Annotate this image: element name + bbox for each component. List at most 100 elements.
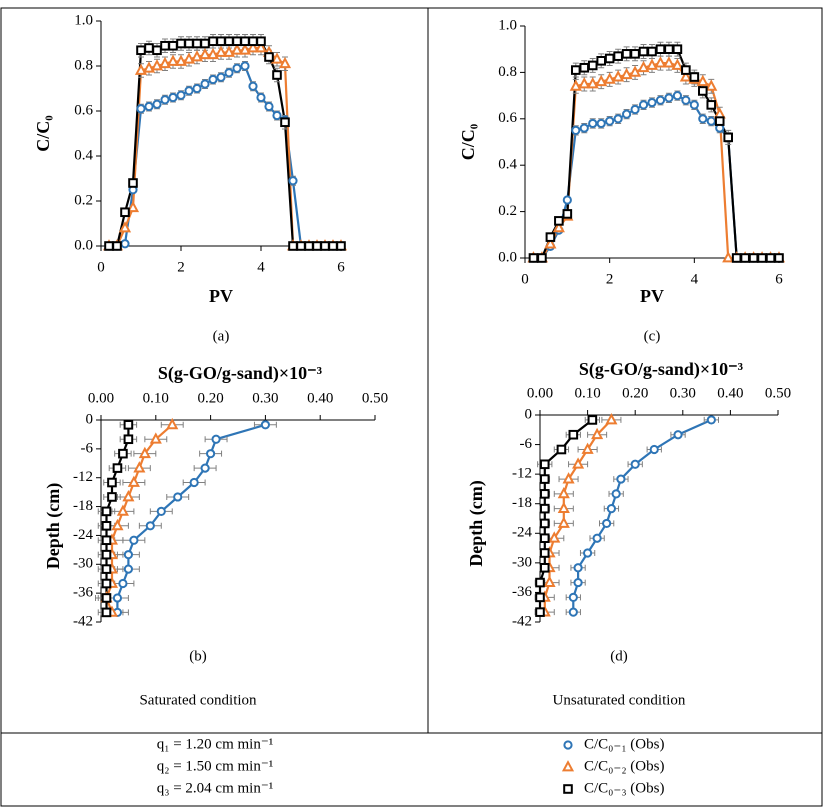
marker bbox=[166, 417, 179, 430]
marker bbox=[630, 104, 640, 115]
marker bbox=[184, 86, 194, 96]
panel-label: (d) bbox=[610, 648, 628, 664]
marker bbox=[211, 434, 221, 444]
marker bbox=[272, 110, 282, 121]
marker bbox=[190, 50, 204, 62]
marker bbox=[133, 461, 146, 473]
marker bbox=[579, 123, 589, 133]
marker bbox=[278, 56, 292, 69]
x-tick-label: 0.00 bbox=[527, 385, 553, 401]
y-tick-label: 0.4 bbox=[74, 147, 93, 163]
marker bbox=[230, 43, 244, 55]
y-tick-label: -12 bbox=[73, 469, 93, 485]
x-tick-label: 0 bbox=[97, 259, 105, 275]
y-tick-label: -36 bbox=[512, 584, 532, 600]
y-tick-label: -30 bbox=[512, 554, 532, 570]
marker bbox=[104, 241, 114, 251]
marker bbox=[621, 49, 632, 59]
y-tick-label: 0.2 bbox=[74, 192, 93, 208]
x-axis-label: S(g-GO/g-sand)×10⁻³ bbox=[579, 359, 744, 380]
marker bbox=[655, 95, 666, 105]
marker bbox=[740, 253, 750, 263]
y-axis-label: Depth (cm) bbox=[43, 483, 64, 569]
legend-label: C/C₀₋₃ (Obs) bbox=[584, 780, 664, 796]
marker bbox=[681, 95, 691, 105]
marker bbox=[270, 52, 284, 64]
marker bbox=[240, 36, 250, 47]
marker bbox=[138, 446, 151, 459]
x-tick-label: 0.50 bbox=[362, 390, 388, 406]
frame bbox=[0, 7, 823, 807]
marker bbox=[272, 70, 282, 80]
marker bbox=[637, 60, 650, 73]
marker bbox=[206, 449, 216, 459]
marker bbox=[304, 241, 314, 251]
marker bbox=[539, 562, 550, 573]
marker bbox=[698, 86, 708, 96]
x-tick-label: 2 bbox=[177, 259, 185, 275]
marker bbox=[698, 114, 708, 124]
marker bbox=[572, 457, 585, 469]
marker bbox=[123, 550, 133, 560]
marker bbox=[539, 503, 550, 514]
marker bbox=[588, 118, 598, 129]
x-tick-label: 0.40 bbox=[717, 385, 743, 401]
marker bbox=[224, 68, 234, 78]
marker bbox=[628, 65, 642, 77]
marker bbox=[123, 434, 134, 445]
marker bbox=[216, 36, 226, 47]
y-tick-label: -24 bbox=[73, 527, 93, 543]
y-tick-label: 0.8 bbox=[498, 64, 517, 80]
marker bbox=[552, 220, 565, 233]
marker bbox=[248, 81, 258, 91]
marker bbox=[296, 241, 306, 251]
marker bbox=[280, 117, 290, 128]
marker bbox=[595, 74, 608, 87]
flow-rate: q₃ = 2.04 cm min⁻¹ bbox=[157, 780, 274, 796]
condition-label: Saturated condition bbox=[139, 692, 257, 708]
panel-label: (b) bbox=[189, 648, 207, 664]
marker bbox=[571, 125, 581, 135]
marker bbox=[240, 61, 250, 71]
marker bbox=[664, 93, 674, 103]
marker bbox=[662, 56, 676, 68]
marker bbox=[107, 492, 117, 502]
condition-label: Unsaturated condition bbox=[553, 692, 686, 708]
y-axis-label: C/C₀ bbox=[458, 124, 478, 160]
marker bbox=[101, 535, 112, 546]
marker bbox=[528, 253, 539, 263]
marker bbox=[664, 44, 674, 55]
y-tick-label: 0.0 bbox=[498, 249, 517, 265]
marker bbox=[557, 501, 570, 514]
y-tick-label: 0 bbox=[525, 406, 533, 422]
marker bbox=[579, 62, 590, 73]
marker bbox=[645, 58, 659, 70]
legend-label: C/C₀₋₂ (Obs) bbox=[584, 758, 664, 774]
marker bbox=[264, 101, 274, 112]
marker bbox=[647, 97, 657, 108]
marker bbox=[312, 241, 322, 251]
x-tick-label: 0 bbox=[521, 271, 529, 287]
marker bbox=[748, 253, 759, 263]
y-axis-label: Depth (cm) bbox=[466, 480, 487, 566]
marker bbox=[689, 72, 700, 82]
marker bbox=[586, 77, 599, 89]
marker bbox=[107, 477, 117, 488]
series-line bbox=[109, 64, 341, 248]
marker bbox=[544, 237, 557, 249]
marker bbox=[111, 518, 124, 531]
marker bbox=[649, 444, 659, 455]
marker bbox=[101, 578, 112, 589]
marker bbox=[182, 52, 196, 64]
marker bbox=[173, 492, 183, 502]
x-tick-label: 2 bbox=[606, 271, 614, 287]
marker bbox=[101, 607, 112, 618]
marker bbox=[562, 209, 573, 219]
marker bbox=[136, 104, 146, 114]
marker bbox=[120, 207, 130, 218]
marker bbox=[603, 72, 616, 84]
y-tick-label: -42 bbox=[512, 613, 532, 629]
marker bbox=[562, 472, 575, 484]
marker bbox=[654, 56, 667, 68]
marker bbox=[144, 101, 154, 112]
